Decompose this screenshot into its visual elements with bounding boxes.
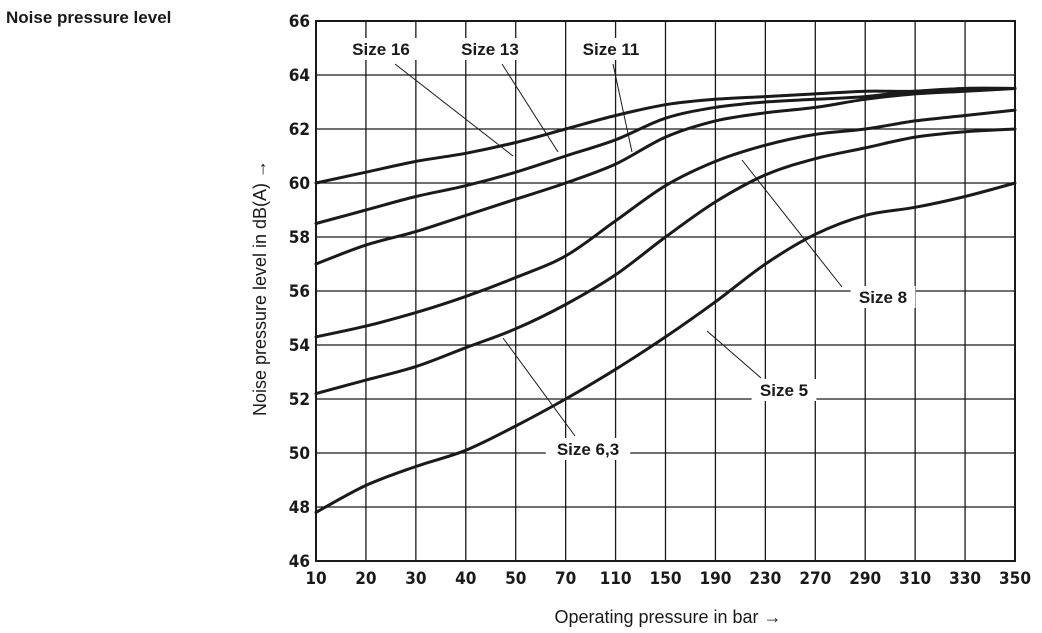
x-tick-label: 40 — [455, 569, 476, 589]
series-label-size-16: Size 16 — [352, 40, 410, 59]
x-tick-label: 290 — [849, 569, 881, 589]
y-tick-label: 64 — [289, 66, 310, 86]
leader-size-16 — [394, 63, 514, 157]
x-tick-label: 20 — [355, 569, 376, 589]
y-tick-label: 46 — [289, 552, 310, 572]
series-label-size-8: Size 8 — [859, 288, 907, 307]
y-tick-label: 52 — [289, 390, 310, 410]
label-bg-size-11 — [573, 38, 649, 60]
series-label-size-13: Size 13 — [461, 40, 519, 59]
plot-frame — [315, 20, 1016, 562]
y-tick-label: 58 — [289, 228, 310, 248]
y-tick-label: 66 — [289, 12, 310, 32]
x-tick-label: 270 — [799, 569, 831, 589]
y-tick-label: 50 — [289, 444, 310, 464]
x-tick-label: 10 — [305, 569, 326, 589]
series-line-size-11 — [314, 87, 1017, 266]
series-line-size-5 — [314, 181, 1017, 514]
x-tick-label: 190 — [699, 569, 731, 589]
x-tick-label: 310 — [899, 569, 931, 589]
x-tick-label: 110 — [600, 569, 632, 589]
label-bg-size-13 — [452, 38, 528, 60]
label-bg-size-8 — [850, 286, 916, 308]
x-tick-label: 50 — [505, 569, 526, 589]
x-tick-label: 230 — [749, 569, 781, 589]
x-tick-label: 70 — [555, 569, 576, 589]
label-bg-size-16 — [343, 38, 419, 60]
leader-size-6-3 — [502, 337, 576, 437]
y-axis-label: Noise pressure level in dB(A) → — [250, 160, 270, 416]
chart-title: Noise pressure level — [6, 8, 172, 27]
label-bg-size-5 — [751, 379, 817, 401]
series-label-size-5: Size 5 — [760, 381, 808, 400]
grid — [315, 20, 1016, 562]
y-tick-label: 60 — [289, 174, 310, 194]
leader-size-5 — [706, 330, 762, 379]
x-axis-label: Operating pressure in bar → — [554, 607, 781, 627]
y-tick-label: 48 — [289, 498, 310, 518]
y-tick-label: 56 — [289, 282, 310, 302]
leader-size-11 — [612, 63, 633, 153]
y-tick-label: 54 — [289, 336, 310, 356]
label-leaders — [394, 63, 843, 437]
tick-labels: 46 48 50 52 54 56 58 60 62 64 66 10 20 30 40 50 70 110 150… — [289, 12, 1031, 589]
leader-size-13 — [501, 63, 559, 153]
series-label-size-6-3: Size 6,3 — [557, 440, 619, 459]
x-tick-label: 150 — [650, 569, 682, 589]
series-line-size-13 — [314, 86, 1017, 225]
leader-size-8 — [741, 159, 843, 288]
x-tick-label: 330 — [949, 569, 981, 589]
series-line-size-8 — [314, 108, 1017, 339]
x-tick-label: 350 — [999, 569, 1031, 589]
label-bg-size-6-3 — [545, 438, 631, 460]
y-tick-label: 62 — [289, 120, 310, 140]
series-lines — [314, 86, 1017, 514]
series-label-size-11: Size 11 — [583, 40, 640, 59]
x-tick-label: 30 — [405, 569, 426, 589]
series-line-size-6-3 — [314, 127, 1017, 396]
series-labels: Size 16 Size 13 Size 11 Size 8 Size 6,3 Size … — [343, 38, 916, 460]
